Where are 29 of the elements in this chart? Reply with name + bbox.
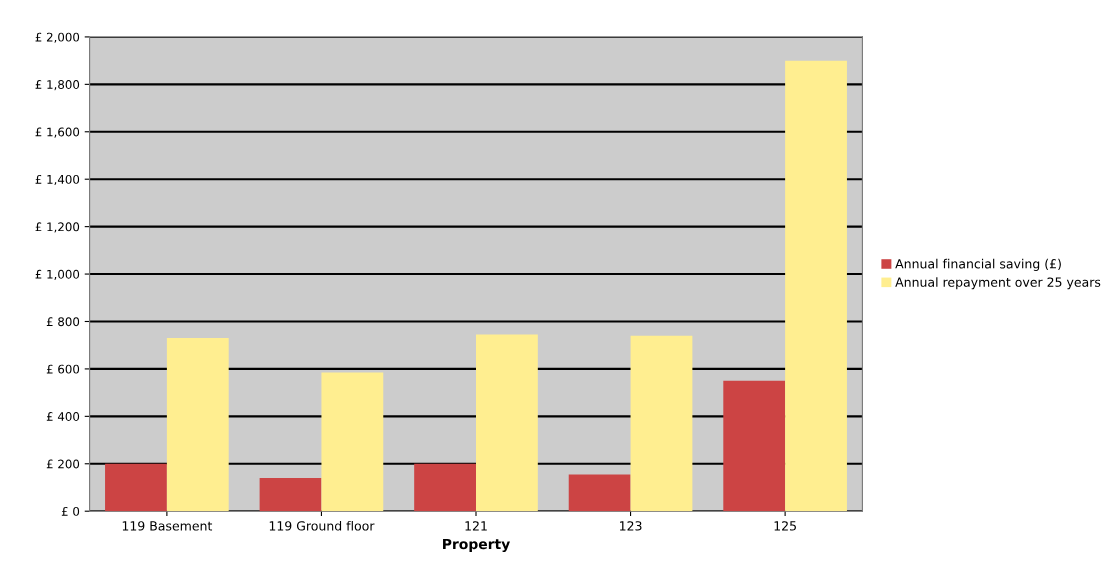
y-tick-label: £ 600: [46, 364, 80, 374]
legend-label: Annual financial saving (£): [895, 258, 1061, 271]
y-tick-label: £ 1,200: [35, 222, 80, 233]
y-tick-label: £ 1,600: [35, 127, 80, 138]
y-tick-label: £ 200: [46, 459, 80, 469]
bar: [630, 335, 693, 512]
y-tick-label: £ 2,000: [35, 32, 80, 43]
x-tick-label: 119 Basement: [122, 521, 213, 531]
bar: [785, 60, 847, 512]
bar: [414, 463, 476, 512]
x-axis-title: Property: [443, 538, 510, 553]
y-tick-label: £ 1,000: [35, 269, 80, 280]
bar: [723, 380, 786, 512]
y-tick-label: £ 400: [46, 412, 80, 421]
bar: [105, 463, 167, 512]
bar: [568, 474, 631, 512]
x-tick-label: 123: [620, 521, 642, 531]
bar: [259, 478, 322, 512]
y-tick-label: £ 1,800: [35, 80, 80, 91]
y-tick-label: £ 800: [46, 317, 80, 327]
bar: [321, 372, 384, 512]
x-tick-label: 125: [774, 521, 796, 531]
y-tick-label: £ 1,400: [35, 174, 80, 186]
x-tick-label: 121: [465, 521, 487, 531]
legend-label: Annual repayment over 25 years: [895, 277, 1101, 290]
y-tick-label: £ 0: [61, 506, 80, 516]
x-tick-label: 119 Ground floor: [269, 520, 375, 531]
bar: [476, 334, 538, 512]
bar: [166, 338, 229, 512]
